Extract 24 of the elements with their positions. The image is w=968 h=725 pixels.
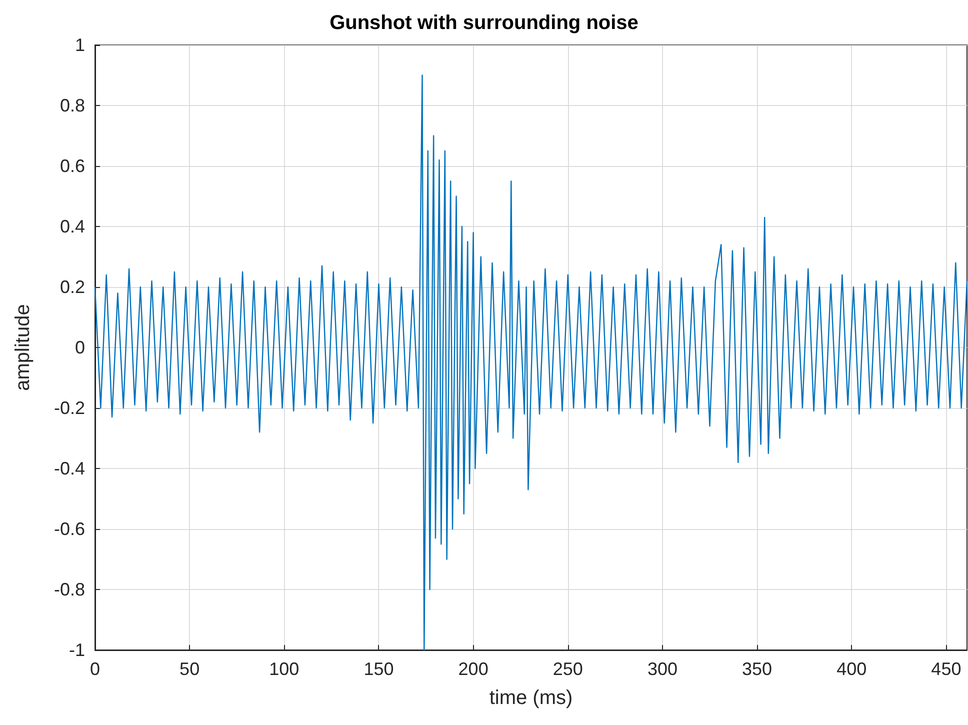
y-tick-label: 0.6 xyxy=(60,156,85,176)
y-tick-label: -0.4 xyxy=(54,458,85,478)
y-tick-label: -0.6 xyxy=(54,519,85,539)
x-tick-label: 100 xyxy=(269,659,300,679)
y-tick-label: 1 xyxy=(74,35,85,55)
y-tick-label: -1 xyxy=(68,640,85,660)
x-tick-label: 250 xyxy=(552,659,583,679)
x-tick-label: 450 xyxy=(931,659,962,679)
y-tick-label: -0.2 xyxy=(54,398,85,418)
x-tick-label: 300 xyxy=(647,659,678,679)
y-tick-label: 0 xyxy=(74,338,85,358)
x-tick-label: 400 xyxy=(836,659,867,679)
y-tick-label: 0.2 xyxy=(60,277,85,297)
x-axis-title: time (ms) xyxy=(489,687,573,709)
y-axis-title: amplitude xyxy=(12,304,34,391)
x-tick-label: 200 xyxy=(458,659,488,679)
chart-title: Gunshot with surrounding noise xyxy=(330,12,638,34)
x-tick-label: 0 xyxy=(90,659,100,679)
x-tick-label: 350 xyxy=(742,659,772,679)
x-tick-label: 150 xyxy=(364,659,394,679)
y-tick-label: 0.8 xyxy=(60,96,85,116)
y-tick-label: -0.8 xyxy=(54,580,85,600)
y-tick-label: 0.4 xyxy=(60,216,85,236)
x-tick-label: 50 xyxy=(180,659,200,679)
